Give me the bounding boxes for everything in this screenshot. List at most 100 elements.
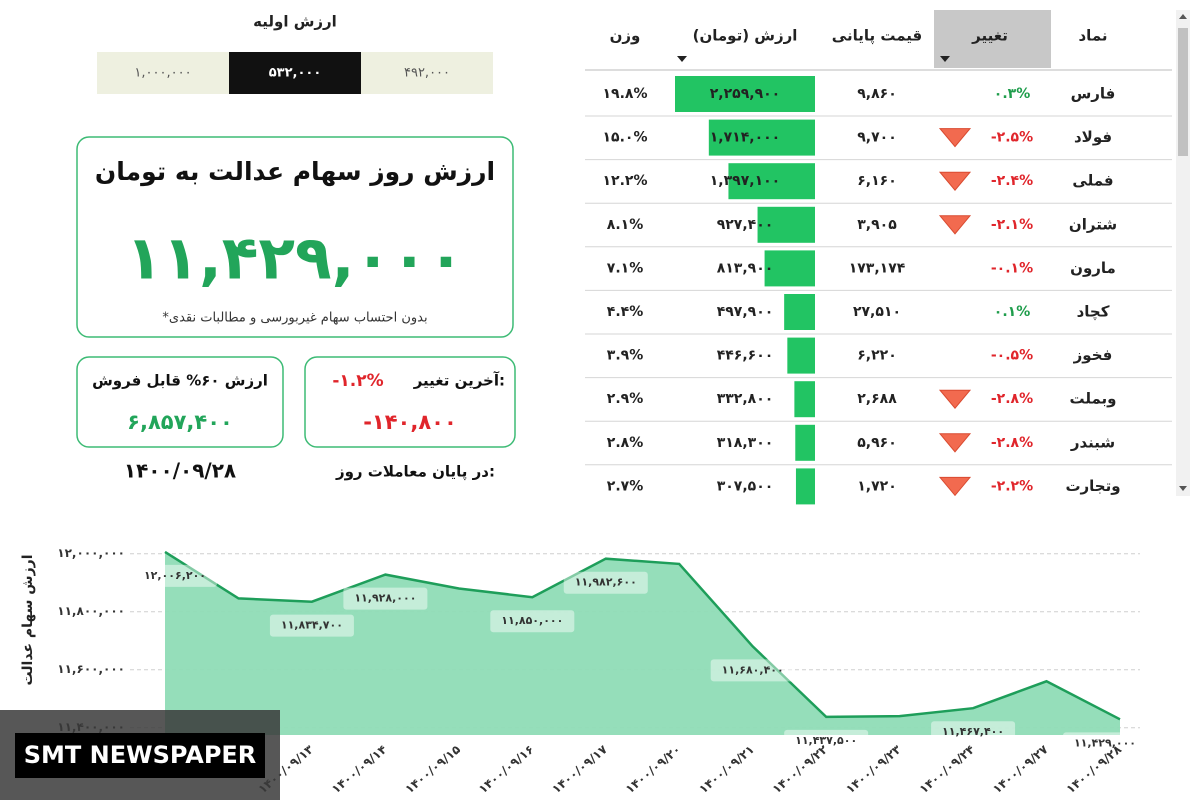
value-label: ۹۲۷,۴۰۰ — [717, 217, 774, 233]
scroll-up[interactable] — [1179, 14, 1187, 19]
weight: ۱۵.۰% — [603, 130, 648, 146]
column-header: وزن — [610, 27, 641, 45]
weight: ۱۲.۲% — [603, 173, 648, 189]
watermark-text: SMT NEWSPAPER — [24, 741, 257, 769]
value-label: ۱۱,۸۵۰,۰۰۰ — [501, 614, 563, 627]
price: ۹,۷۰۰ — [857, 130, 897, 146]
price: ۶,۲۲۰ — [857, 348, 897, 364]
value-label: ۱۱,۹۸۲,۶۰۰ — [575, 576, 637, 589]
change-value: -۱۴۰,۸۰۰ — [363, 410, 457, 434]
column-header: ارزش (تومان) — [693, 27, 798, 45]
option-button[interactable] — [229, 52, 361, 94]
weight: ۳.۹% — [607, 348, 643, 364]
sort-icon — [677, 56, 687, 62]
headline-title: ارزش روز سهام عدالت به تومان — [95, 157, 495, 187]
option-button[interactable] — [361, 52, 493, 94]
value-label: ۱۱,۹۲۸,۰۰۰ — [354, 592, 416, 605]
weight: ۲.۸% — [607, 435, 643, 451]
weight: ۲.۷% — [607, 478, 643, 494]
change: ۰.۱% — [994, 304, 1030, 320]
sorted-header-bg — [934, 10, 1051, 68]
change: -۲.۵% — [991, 130, 1033, 146]
down-arrow — [938, 476, 972, 497]
change: -۲.۴% — [991, 173, 1033, 189]
change: ۰.۳% — [994, 86, 1030, 102]
x-tick-label: ۱۴۰۰/۰۹/۲۷ — [990, 742, 1051, 796]
change: -۲.۸% — [991, 435, 1033, 451]
area — [165, 551, 1120, 735]
symbol: شتران — [1069, 215, 1117, 233]
date-label: در پایان معاملات روز: — [335, 463, 495, 482]
value-label: ۸۱۳,۹۰۰ — [717, 260, 774, 276]
x-tick-label: ۱۴۰۰/۰۹/۲۴ — [917, 742, 978, 796]
change: -۲.۸% — [991, 391, 1033, 407]
value-bar — [794, 381, 815, 418]
symbol: وتجارت — [1065, 477, 1120, 495]
down-arrow — [938, 389, 972, 409]
headline-box — [76, 136, 514, 338]
y-tick-label: ۱۱,۶۰۰,۰۰۰ — [57, 662, 125, 676]
weight: ۲.۹% — [607, 391, 643, 407]
value-label: ۳۳۲,۸۰۰ — [717, 391, 774, 407]
value-bar — [795, 468, 815, 505]
value-label-bg — [269, 614, 354, 637]
value-label-bg — [1063, 732, 1147, 755]
value-label: ۲,۲۵۹,۹۰۰ — [710, 86, 780, 102]
initial-value-selector[interactable]: ۱,۰۰۰,۰۰۰ ۵۳۲,۰۰۰ ۴۹۲,۰۰۰ — [97, 52, 493, 94]
change: -۲.۲% — [991, 478, 1033, 494]
value-bar — [757, 206, 815, 243]
sort-icon — [940, 56, 950, 62]
weight: ۸.۱% — [607, 217, 643, 233]
x-tick-label: ۱۴۰۰/۰۹/۲۱ — [696, 742, 757, 796]
weight: ۱۹.۸% — [603, 86, 648, 102]
symbol: فارس — [1071, 85, 1116, 103]
value-label-bg — [343, 587, 428, 610]
scrollbar-thumb[interactable] — [1178, 28, 1188, 156]
change-percent: -۱.۲% — [332, 371, 383, 391]
symbol: فملی — [1072, 172, 1113, 190]
symbol: مارون — [1070, 259, 1116, 277]
sellable-box — [76, 356, 284, 448]
date-value: ۱۴۰۰/۰۹/۲۸ — [124, 459, 236, 483]
value-bar — [675, 76, 815, 112]
option-label[interactable]: ۱,۰۰۰,۰۰۰ — [134, 66, 191, 81]
price: ۱۷۳,۱۷۴ — [849, 260, 906, 276]
scroll-down[interactable] — [1179, 486, 1187, 491]
value-label: ۱۱,۴۲۹,۰۰۰ — [1074, 736, 1136, 749]
initial-value-title: ارزش اولیه — [253, 13, 337, 31]
table: نماد تغییر قیمت پایانی ارزش (تومان) وزن ۲,۲۵۹… — [585, 27, 1172, 505]
symbol: فخوز — [1073, 346, 1113, 364]
column-header: قیمت پایانی — [832, 27, 922, 46]
value-label-bg — [784, 729, 869, 752]
y-tick-label: ۱۱,۸۰۰,۰۰۰ — [57, 604, 125, 618]
symbol: شبندر — [1070, 433, 1115, 451]
watermark-box — [15, 733, 265, 778]
value-label: ۳۰۷,۵۰۰ — [717, 478, 774, 494]
value-bar — [708, 119, 815, 156]
option-label[interactable]: ۵۳۲,۰۰۰ — [269, 66, 322, 81]
x-tick-label: ۱۴۰۰/۰۹/۱۵ — [402, 742, 463, 796]
headline-note: *بدون احتساب سهام غیربورسی و مطالبات نقد… — [162, 311, 427, 326]
x-tick-label: ۱۴۰۰/۰۹/۲۰ — [623, 742, 684, 796]
value-label: ۱۱,۸۳۴,۷۰۰ — [281, 619, 343, 632]
option-button[interactable] — [97, 52, 229, 94]
symbol: وبملت — [1069, 390, 1116, 408]
price: ۲,۶۸۸ — [857, 391, 897, 407]
down-arrow — [938, 215, 972, 235]
price: ۹,۸۶۰ — [857, 86, 897, 102]
down-arrow — [938, 128, 972, 148]
value-label-bg — [563, 571, 648, 594]
value-label: ۱,۳۹۷,۱۰۰ — [710, 173, 780, 189]
x-tick-label: ۱۴۰۰/۰۹/۱۷ — [549, 742, 610, 796]
option-label[interactable]: ۴۹۲,۰۰۰ — [404, 66, 450, 81]
y-tick-label: ۱۲,۰۰۰,۰۰۰ — [57, 546, 125, 560]
symbol: فولاد — [1074, 128, 1112, 146]
x-tick-label: ۱۴۰۰/۰۹/۱۴ — [329, 742, 390, 796]
change-box — [304, 356, 516, 448]
weight: ۷.۱% — [607, 260, 643, 276]
value-label: ۱,۷۱۴,۰۰۰ — [710, 130, 780, 146]
value-label-bg — [931, 721, 1016, 744]
weight: ۴.۴% — [607, 304, 643, 320]
value-label: ۳۱۸,۳۰۰ — [717, 435, 774, 451]
